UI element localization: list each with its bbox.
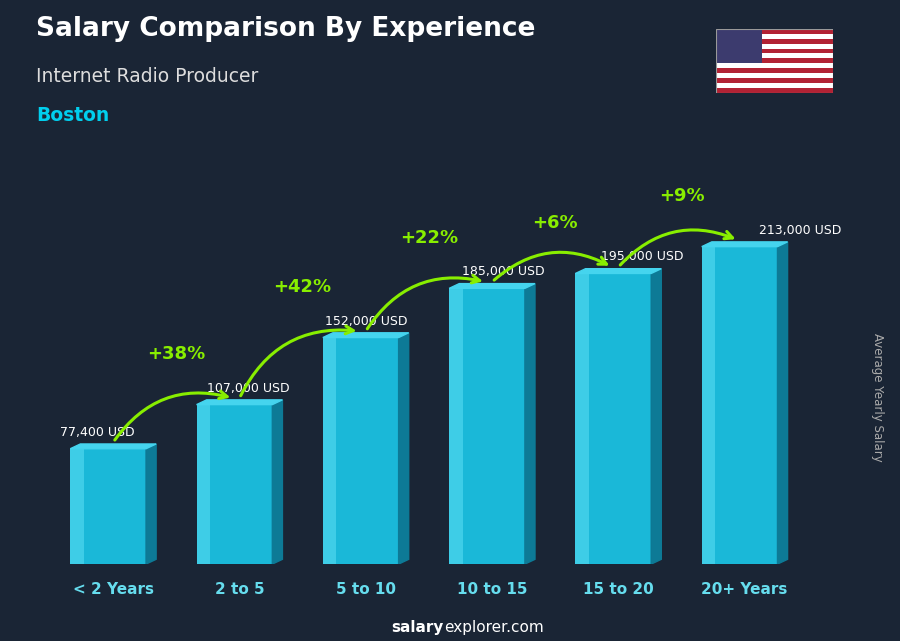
Text: explorer.com: explorer.com bbox=[444, 620, 544, 635]
Polygon shape bbox=[778, 242, 788, 564]
Bar bbox=[575, 274, 652, 564]
Polygon shape bbox=[702, 242, 788, 247]
Bar bbox=[702, 247, 778, 564]
Bar bbox=[716, 69, 832, 73]
Bar bbox=[716, 63, 832, 69]
Bar bbox=[716, 38, 832, 44]
Bar bbox=[70, 449, 146, 564]
Bar bbox=[716, 44, 832, 49]
Text: +42%: +42% bbox=[274, 278, 332, 296]
Polygon shape bbox=[575, 269, 662, 274]
Polygon shape bbox=[146, 444, 156, 564]
Polygon shape bbox=[449, 283, 535, 288]
Polygon shape bbox=[70, 444, 156, 449]
Text: +38%: +38% bbox=[148, 345, 205, 363]
Polygon shape bbox=[652, 269, 662, 564]
Text: 5 to 10: 5 to 10 bbox=[336, 583, 396, 597]
Polygon shape bbox=[525, 283, 535, 564]
Text: 15 to 20: 15 to 20 bbox=[583, 583, 653, 597]
Text: Salary Comparison By Experience: Salary Comparison By Experience bbox=[36, 16, 536, 42]
Polygon shape bbox=[273, 400, 283, 564]
Text: < 2 Years: < 2 Years bbox=[73, 583, 154, 597]
Text: 10 to 15: 10 to 15 bbox=[457, 583, 527, 597]
Bar bbox=[716, 49, 832, 53]
Bar bbox=[716, 29, 762, 63]
Bar bbox=[716, 83, 832, 88]
Text: 77,400 USD: 77,400 USD bbox=[60, 426, 135, 438]
Text: +22%: +22% bbox=[400, 229, 458, 247]
Polygon shape bbox=[196, 400, 283, 404]
Bar bbox=[716, 34, 832, 38]
Polygon shape bbox=[323, 333, 409, 338]
Text: Internet Radio Producer: Internet Radio Producer bbox=[36, 67, 258, 87]
Text: 2 to 5: 2 to 5 bbox=[215, 583, 265, 597]
Text: 20+ Years: 20+ Years bbox=[701, 583, 788, 597]
Bar bbox=[575, 274, 590, 564]
Bar bbox=[716, 88, 832, 93]
Bar bbox=[196, 404, 211, 564]
Text: 152,000 USD: 152,000 USD bbox=[326, 315, 408, 328]
Bar bbox=[716, 78, 832, 83]
Text: Boston: Boston bbox=[36, 106, 109, 125]
Bar bbox=[716, 53, 832, 58]
Text: +9%: +9% bbox=[659, 187, 705, 205]
Bar bbox=[196, 404, 273, 564]
Text: Average Yearly Salary: Average Yearly Salary bbox=[871, 333, 884, 462]
Text: 213,000 USD: 213,000 USD bbox=[759, 224, 841, 237]
Bar bbox=[716, 29, 832, 34]
Bar bbox=[449, 288, 463, 564]
Bar bbox=[323, 338, 399, 564]
Bar bbox=[716, 73, 832, 78]
Text: +6%: +6% bbox=[533, 214, 578, 232]
Text: 195,000 USD: 195,000 USD bbox=[600, 251, 683, 263]
Bar bbox=[702, 247, 716, 564]
Polygon shape bbox=[399, 333, 409, 564]
Text: 185,000 USD: 185,000 USD bbox=[462, 265, 544, 278]
Text: 107,000 USD: 107,000 USD bbox=[207, 381, 289, 395]
Bar bbox=[323, 338, 337, 564]
Text: salary: salary bbox=[392, 620, 444, 635]
Bar bbox=[716, 58, 832, 63]
Bar bbox=[70, 449, 84, 564]
Bar bbox=[449, 288, 525, 564]
